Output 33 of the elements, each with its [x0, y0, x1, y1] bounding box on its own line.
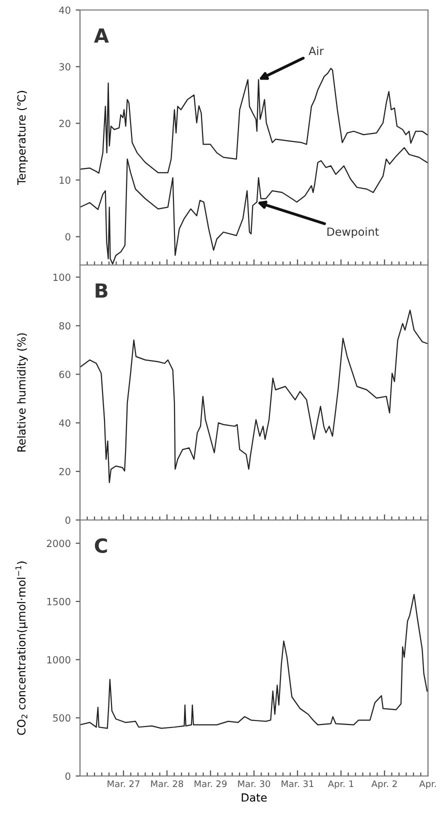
- y-tick-label: 0: [65, 772, 70, 780]
- x-tick-label: Mar. 27: [108, 780, 140, 788]
- annotation: A: [94, 28, 109, 43]
- annotation: Dewpoint: [327, 227, 379, 238]
- y-tick-label: 20: [59, 120, 70, 128]
- y-tick-label: 10: [60, 176, 70, 184]
- y-tick-label: 0: [65, 516, 70, 524]
- y-tick-label: 40: [59, 419, 70, 427]
- y-tick-label: 500: [53, 714, 70, 722]
- y-axis-title: Temperature (℃): [17, 90, 28, 186]
- y-tick-label: 40: [59, 6, 70, 14]
- y-tick-label: 60: [59, 370, 70, 378]
- y-tick-label: 20: [59, 468, 70, 476]
- x-tick-label: Mar. 30: [238, 780, 270, 788]
- y-axis-title: CO$_{2}$ concentration(μmol·mol$^{−1}$): [15, 562, 28, 735]
- y-axis-title: Relative humidity (%): [17, 333, 28, 452]
- y-tick-label: 1500: [47, 598, 70, 606]
- y-tick-label: 80: [59, 322, 70, 330]
- annotation: C: [94, 538, 107, 553]
- x-tick-label: Mar. 31: [282, 780, 314, 788]
- y-tick-label: 0: [65, 233, 70, 240]
- x-tick-label: Mar. 28: [151, 780, 184, 788]
- x-tick-label: Apr. 1: [328, 780, 354, 789]
- annotation: B: [96, 283, 108, 298]
- x-axis-title: Date: [242, 793, 267, 802]
- y-tick-label: 100: [53, 274, 70, 281]
- y-tick-label: 1000: [47, 656, 70, 664]
- x-tick-label: Apr. 2: [371, 780, 397, 789]
- annotation: Air: [308, 46, 324, 55]
- y-tick-label: 30: [59, 63, 70, 70]
- x-tick-label: Apr.: [419, 780, 436, 789]
- y-tick-label: 2000: [46, 540, 70, 548]
- x-tick-label: Mar. 29: [194, 780, 227, 788]
